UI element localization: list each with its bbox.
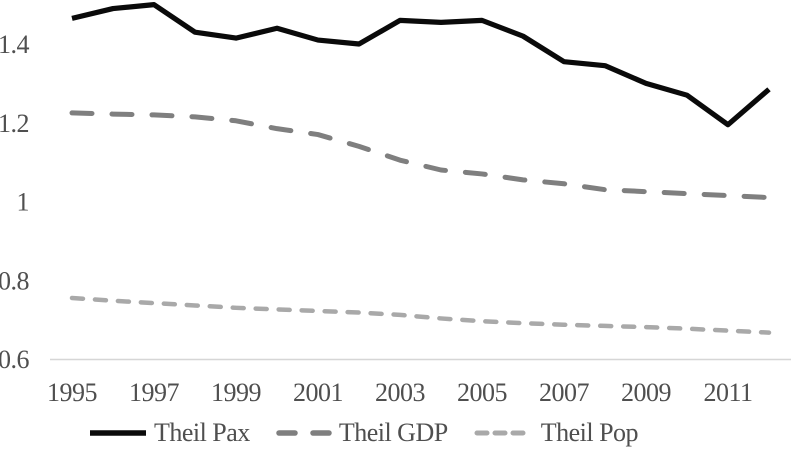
theil-pax-line-swatch <box>89 430 146 436</box>
tick-labels-layer: 0.6 0.8 1 1.2 1.4 1995 1997 1999 2001 2003 2005 200… <box>0 30 753 407</box>
x-axis-tick-label: 2005 <box>457 378 507 407</box>
x-axis-tick-label: 1997 <box>129 378 180 407</box>
y-axis-tick-label: 1.2 <box>0 109 29 138</box>
legend-item-theil-gdp: Theil GDP <box>276 420 448 446</box>
chart-legend: Theil Pax Theil GDP Theil Pop <box>0 420 791 446</box>
x-axis-tick-label: 2001 <box>293 378 343 407</box>
x-axis-tick-label: 2009 <box>621 378 671 407</box>
series-line-theil-pax <box>71 2 771 128</box>
x-axis-tick-label: 2007 <box>539 378 590 407</box>
y-axis-tick-label: 0.6 <box>0 345 30 374</box>
legend-item-theil-pop: Theil Pop <box>474 418 639 447</box>
x-axis-tick-label: 2011 <box>703 378 752 407</box>
x-axis-tick-label: 2003 <box>375 378 425 407</box>
series-layer <box>69 2 772 335</box>
legend-label-theil-gdp: Theil GDP <box>338 418 448 447</box>
theil-gdp-line-swatch <box>276 430 332 436</box>
y-axis-tick-label: 0.8 <box>0 266 30 295</box>
theil-pop-line-swatch <box>474 430 532 436</box>
legend-label-theil-pop: Theil Pop <box>540 418 639 447</box>
x-axis-tick-label: 1995 <box>47 378 97 407</box>
legend-item-theil-pax: Theil Pax <box>89 420 250 446</box>
y-axis-tick-label: 1.4 <box>0 30 30 59</box>
y-axis-tick-label: 1 <box>17 188 30 217</box>
series-line-theil-pop <box>69 295 772 335</box>
series-line-theil-gdp <box>69 110 772 201</box>
x-axis-tick-label: 1999 <box>211 378 261 407</box>
legend-label-theil-pax: Theil Pax <box>153 418 250 447</box>
